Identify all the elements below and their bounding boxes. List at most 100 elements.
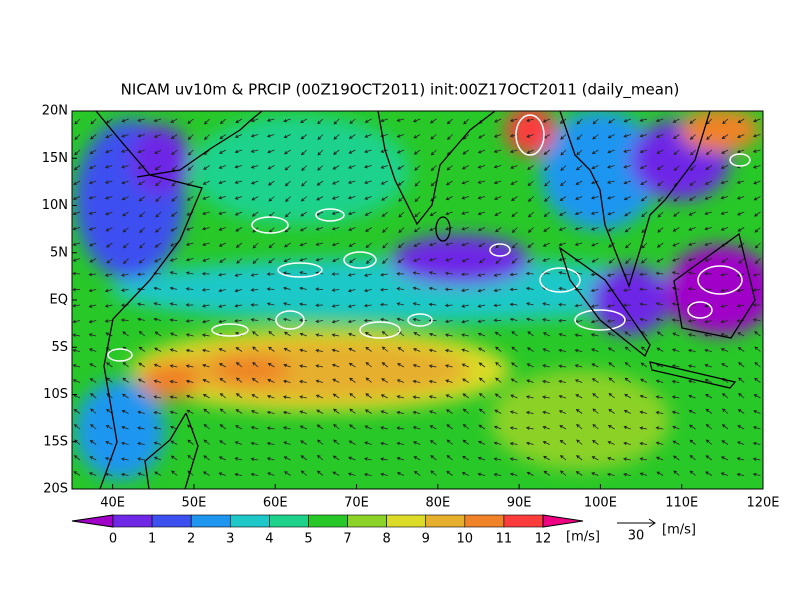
wind-vector [623,196,631,201]
wind-vector [444,348,453,353]
wind-vector [137,302,145,307]
wind-vector [105,211,113,216]
wind-vector [705,408,713,414]
wind-vector [282,410,291,415]
wind-vector [137,118,145,122]
wind-vector [445,196,453,201]
wind-vector [88,304,97,308]
reference-unit: [m/s] [662,523,696,538]
wind-vector [655,426,664,430]
wind-vector [347,319,356,324]
wind-vector [73,165,81,171]
wind-vector [234,288,243,293]
wind-vector [250,149,259,153]
wind-vector [104,180,113,184]
wind-vector [347,273,356,277]
lat-label: 15N [42,151,68,166]
wind-vector [672,227,680,232]
wind-vector [721,363,729,368]
wind-vector [299,425,307,430]
wind-vector [283,441,291,445]
wind-vector [317,134,324,140]
wind-vector [251,394,259,399]
wind-vector [396,395,405,399]
wind-vector [576,424,583,430]
wind-vector [542,348,550,352]
wind-vector [590,196,599,200]
wind-vector [202,471,210,476]
lon-label: 60E [263,496,288,511]
wind-vector [282,302,291,306]
wind-vector [721,440,729,445]
wind-vector [429,425,437,430]
wind-vector [542,410,550,415]
wind-vector [430,149,437,156]
wind-vector [267,362,275,368]
wind-vector [639,394,648,399]
wind-vector [462,439,470,445]
wind-vector [331,304,340,308]
wind-vector [428,348,437,353]
wind-vector [155,196,162,202]
wind-vector [525,395,534,399]
wind-vector [88,348,97,352]
wind-vector [622,303,631,307]
wind-vector [364,441,372,445]
wind-vector [155,180,162,187]
wind-vector [413,471,421,476]
wind-vector [671,410,680,415]
wind-vector [121,180,129,185]
wind-vector [169,348,178,352]
wind-vector [363,457,372,461]
wind-vector [300,470,308,476]
wind-vector [559,196,567,201]
wind-vector [316,196,324,201]
wind-vector [137,317,145,322]
wind-vector [137,472,145,476]
wind-vector [655,134,664,138]
wind-vector [641,242,648,249]
wind-vector [672,242,680,247]
wind-vector [509,272,518,277]
wind-vector [706,134,713,140]
wind-vector [234,134,243,138]
wind-vector [445,227,453,231]
wind-vector [590,227,599,231]
wind-vector [446,134,453,140]
wind-vector [430,134,437,140]
wind-vector [88,211,97,215]
wind-vector [250,134,259,138]
wind-vector [446,118,453,125]
wind-vector [738,393,745,399]
wind-vector [218,319,226,324]
lon-label: 50E [182,496,207,511]
wind-vector [363,164,372,169]
wind-vector [607,165,615,169]
wind-vector [413,242,421,247]
reference-value: 30 [628,529,645,544]
wind-vector [202,379,210,383]
wind-vector [349,392,356,399]
wind-vector [657,180,664,187]
wind-vector [202,393,210,399]
wind-vector [705,455,713,461]
wind-vector [445,379,453,383]
wind-vector [315,258,324,262]
lat-label: 15S [43,434,68,449]
wind-vector [445,258,453,262]
wind-vector [186,211,194,216]
wind-vector [673,196,680,202]
wind-vector [494,409,502,414]
wind-vector [461,363,469,368]
wind-vector [136,272,145,277]
wind-vector [413,149,421,155]
wind-vector [153,426,162,430]
wind-vector [106,258,113,264]
wind-vector [250,288,259,292]
map-title: NICAM uv10m & PRCIP (00Z19OCT2011) init:… [121,81,680,100]
wind-vector [687,333,696,337]
wind-vector [398,227,405,233]
wind-vector [429,211,437,217]
wind-vector [543,149,551,155]
